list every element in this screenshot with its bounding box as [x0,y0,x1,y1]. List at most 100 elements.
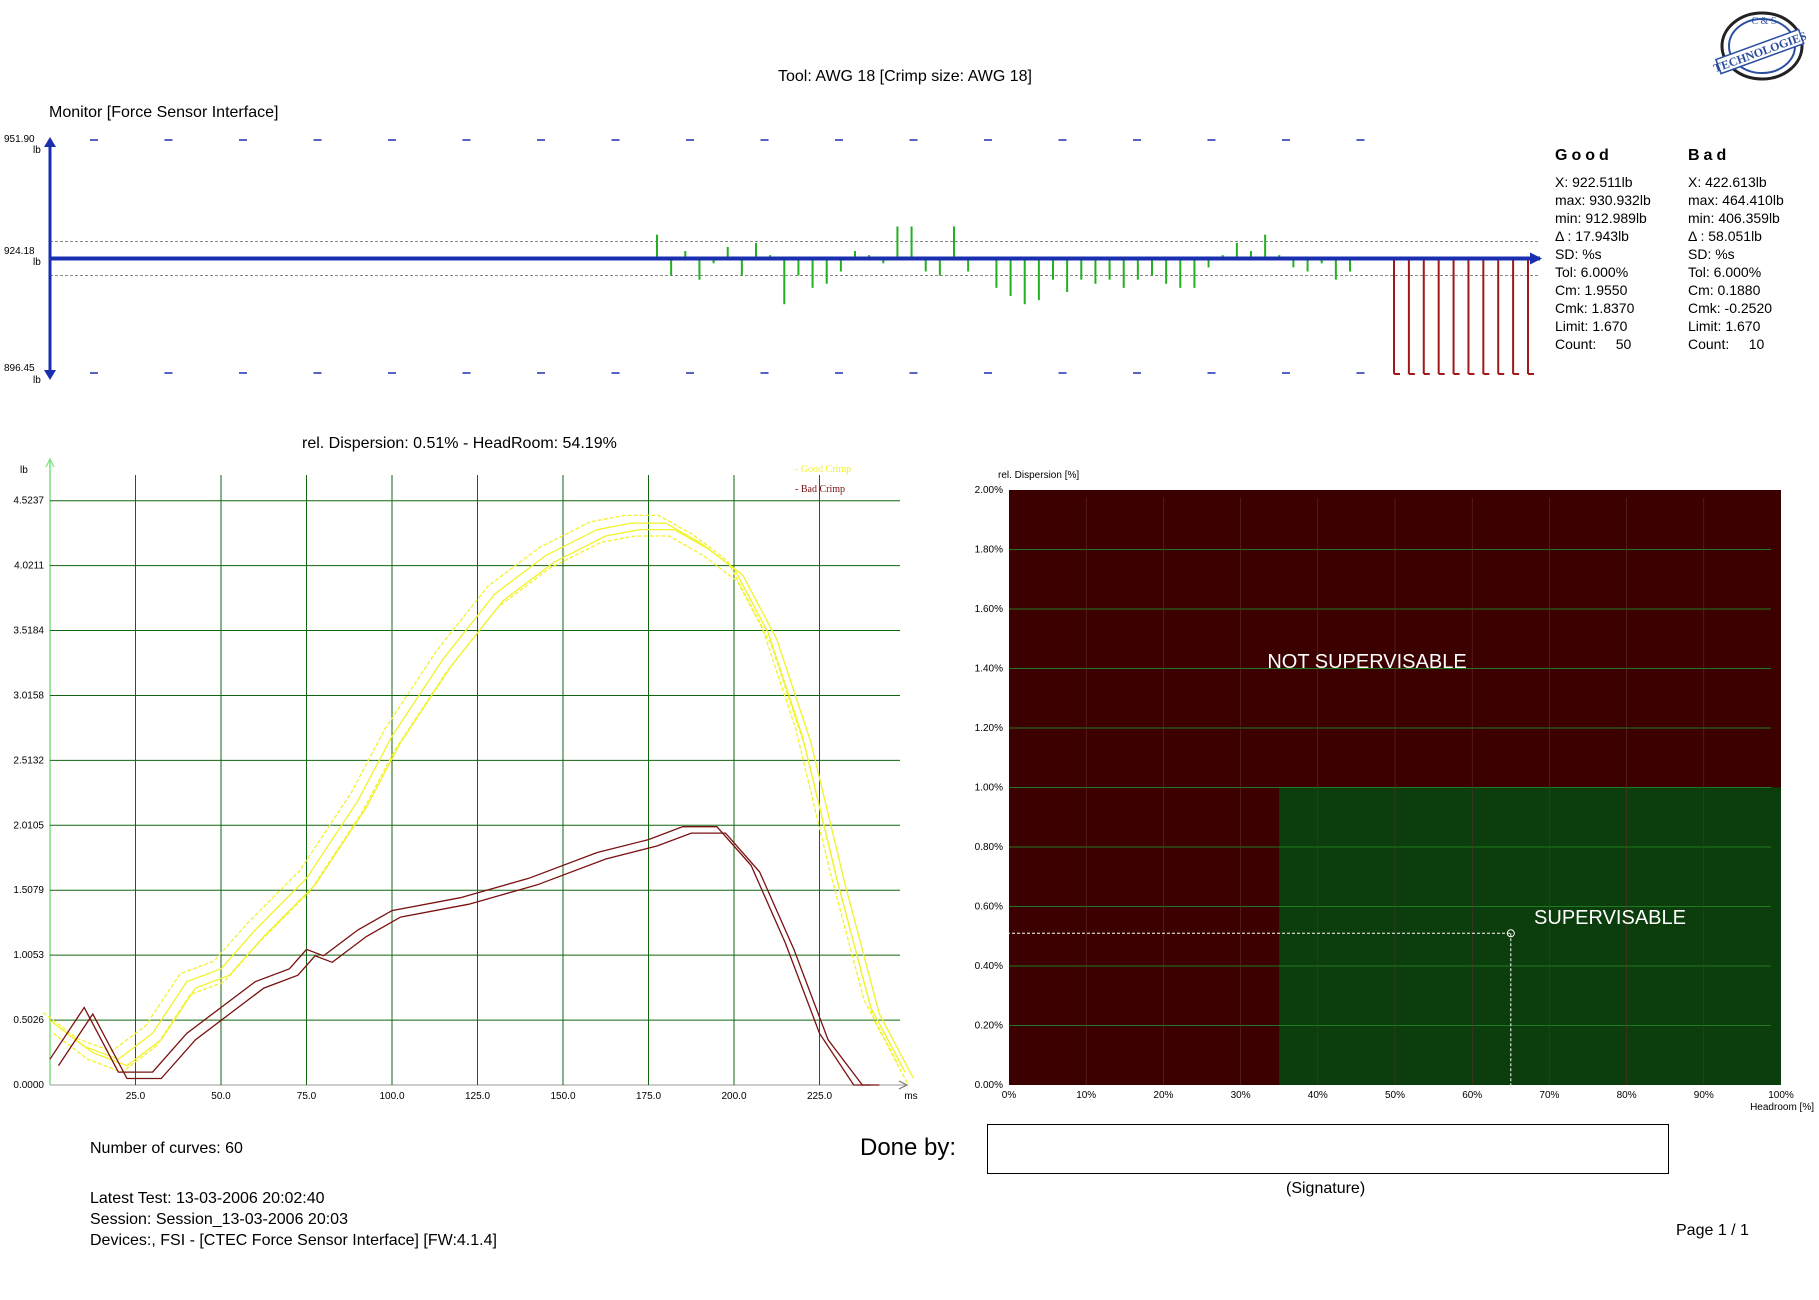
good-crimp-curve [58,528,915,1079]
good-sd: SD: %s [1555,246,1602,262]
disp-x-tick-label: 100% [1768,1090,1794,1101]
devices: Devices:, FSI - [CTEC Force Sensor Inter… [90,1232,497,1249]
tool-title: Tool: AWG 18 [Crimp size: AWG 18] [778,68,1032,85]
curve-y-tick-label: 4.5237 [13,496,44,507]
disp-x-tick-label: 40% [1308,1090,1328,1101]
good-crimp-curve [53,535,909,1086]
curve-x-unit: ms [904,1091,917,1102]
curve-y-tick-label: 1.0053 [13,950,44,961]
good-stats: Good X: 922.511lb max: 930.932lb min: 91… [1555,147,1651,353]
bad-mean: X: 422.613lb [1688,174,1767,190]
good-cmk: Cmk: 1.8370 [1555,300,1635,316]
curve-x-tick-label: 25.0 [126,1091,146,1102]
curve-x-arrow [898,1080,909,1090]
curve-chart-title: rel. Dispersion: 0.51% - HeadRoom: 54.19… [302,435,617,452]
bad-max: max: 464.410lb [1688,192,1784,208]
curve-y-tick-label: 2.0105 [13,820,44,831]
curve-x-tick-label: 75.0 [297,1091,317,1102]
supervisable-region [1279,787,1781,1085]
disp-y-tick-label: 1.20% [975,723,1003,734]
bad-crimp-curve [49,826,871,1086]
measured-point [1506,929,1515,938]
disp-x-tick-label: 10% [1076,1090,1096,1101]
disp-y-tick-label: 1.00% [975,783,1003,794]
disp-x-tick-label: 30% [1231,1090,1251,1101]
curve-y-tick-label: 3.5184 [13,626,44,637]
curve-y-tick-label: 4.0211 [14,561,44,572]
page-number: Page 1 / 1 [1676,1222,1749,1239]
signature-caption: (Signature) [1286,1180,1366,1197]
curve-y-tick-label: 1.5079 [13,885,44,896]
monitor-arrow-down [44,370,56,380]
monitor-arrow-right [1530,252,1542,265]
svg-text:C & S: C & S [1751,16,1776,27]
bad-stats: Bad X: 422.613lb max: 464.410lb min: 406… [1688,147,1784,353]
good-tol: Tol: 6.000% [1555,264,1629,280]
curve-y-arrow [45,457,55,468]
good-limit: Limit: 1.670 [1555,318,1628,334]
bad-cmk: Cmk: -0.2520 [1688,300,1773,316]
monitor-y-top: 951.90 [4,134,35,145]
curve-y-tick-label: 3.0158 [13,690,44,701]
bad-stats-header: Bad [1688,147,1731,164]
curve-y-unit: lb [20,465,28,476]
disp-y-tick-label: 0.60% [975,902,1003,913]
disp-x-tick-label: 90% [1694,1090,1714,1101]
curve-y-tick-label: 0.5026 [13,1015,44,1026]
disp-y-tick-label: 0.80% [975,842,1003,853]
company-logo: C & S TECHNOLOGIES [1712,8,1809,82]
monitor-unit-bot: lb [33,375,41,386]
curve-y-tick-label: 0.0000 [13,1080,44,1091]
signature-field[interactable] [987,1124,1669,1174]
good-max: max: 930.932lb [1555,192,1651,208]
dispersion-chart: 2.00% 1.80% 1.60% 1.40% 1.20% 1.00% 0.80% 0.60%… [940,460,1819,1120]
good-mean: X: 922.511lb [1555,174,1633,190]
curve-y-tick-label: 2.5132 [13,755,44,766]
good-min: min: 912.989lb [1555,210,1647,226]
disp-y-title: rel. Dispersion [%] [998,470,1079,481]
monitor-arrow-up [44,137,56,147]
disp-x-title: Headroom [%] [1750,1102,1814,1113]
bad-min: min: 406.359lb [1688,210,1780,226]
bad-limit: Limit: 1.670 [1688,318,1761,334]
curve-x-tick-label: 225.0 [807,1091,832,1102]
good-stats-header: Good [1555,147,1613,164]
monitor-unit-mid: lb [33,257,41,268]
disp-y-tick-label: 2.00% [975,485,1003,496]
curve-x-tick-label: 200.0 [721,1091,746,1102]
disp-y-tick-label: 1.60% [975,604,1003,615]
disp-x-tick-label: 80% [1617,1090,1637,1101]
number-of-curves: Number of curves: 60 [90,1140,243,1157]
session: Session: Session_13-03-2006 20:03 [90,1211,348,1228]
bad-sd: SD: %s [1688,246,1735,262]
curve-x-tick-label: 150.0 [550,1091,575,1102]
bad-cm: Cm: 0.1880 [1688,282,1761,298]
good-cm: Cm: 1.9550 [1555,282,1628,298]
good-crimp-curve [49,522,906,1073]
not-supervisable-label: NOT SUPERVISABLE [1267,651,1466,673]
legend-bad-crimp: - Bad Crimp [795,484,845,495]
monitor-unit-top: lb [33,145,41,156]
disp-y-tick-label: 0.40% [975,961,1003,972]
good-delta: Δ : 17.943lb [1555,228,1629,244]
disp-x-tick-label: 20% [1153,1090,1173,1101]
bad-tol: Tol: 6.000% [1688,264,1762,280]
good-count: Count: 50 [1555,336,1632,352]
bad-count: Count: 10 [1688,336,1765,352]
monitor-y-bot: 896.45 [4,363,35,374]
curve-x-tick-label: 50.0 [211,1091,231,1102]
good-crimp-curve [42,514,899,1065]
disp-x-tick-label: 70% [1539,1090,1559,1101]
bad-delta: Δ : 58.051lb [1688,228,1762,244]
latest-test: Latest Test: 13-03-2006 20:02:40 [90,1190,325,1207]
monitor-title: Monitor [Force Sensor Interface] [49,104,279,121]
legend-good-crimp: - Good Crimp [795,464,851,475]
disp-y-tick-label: 0.00% [975,1080,1003,1091]
disp-y-tick-label: 1.80% [975,545,1003,556]
disp-x-tick-label: 60% [1462,1090,1482,1101]
curve-x-tick-label: 175.0 [636,1091,661,1102]
monitor-y-mid: 924.18 [4,246,35,257]
disp-y-tick-label: 0.20% [975,1021,1003,1032]
done-by-label: Done by: [860,1134,957,1161]
bad-crimp-curve [57,832,880,1086]
